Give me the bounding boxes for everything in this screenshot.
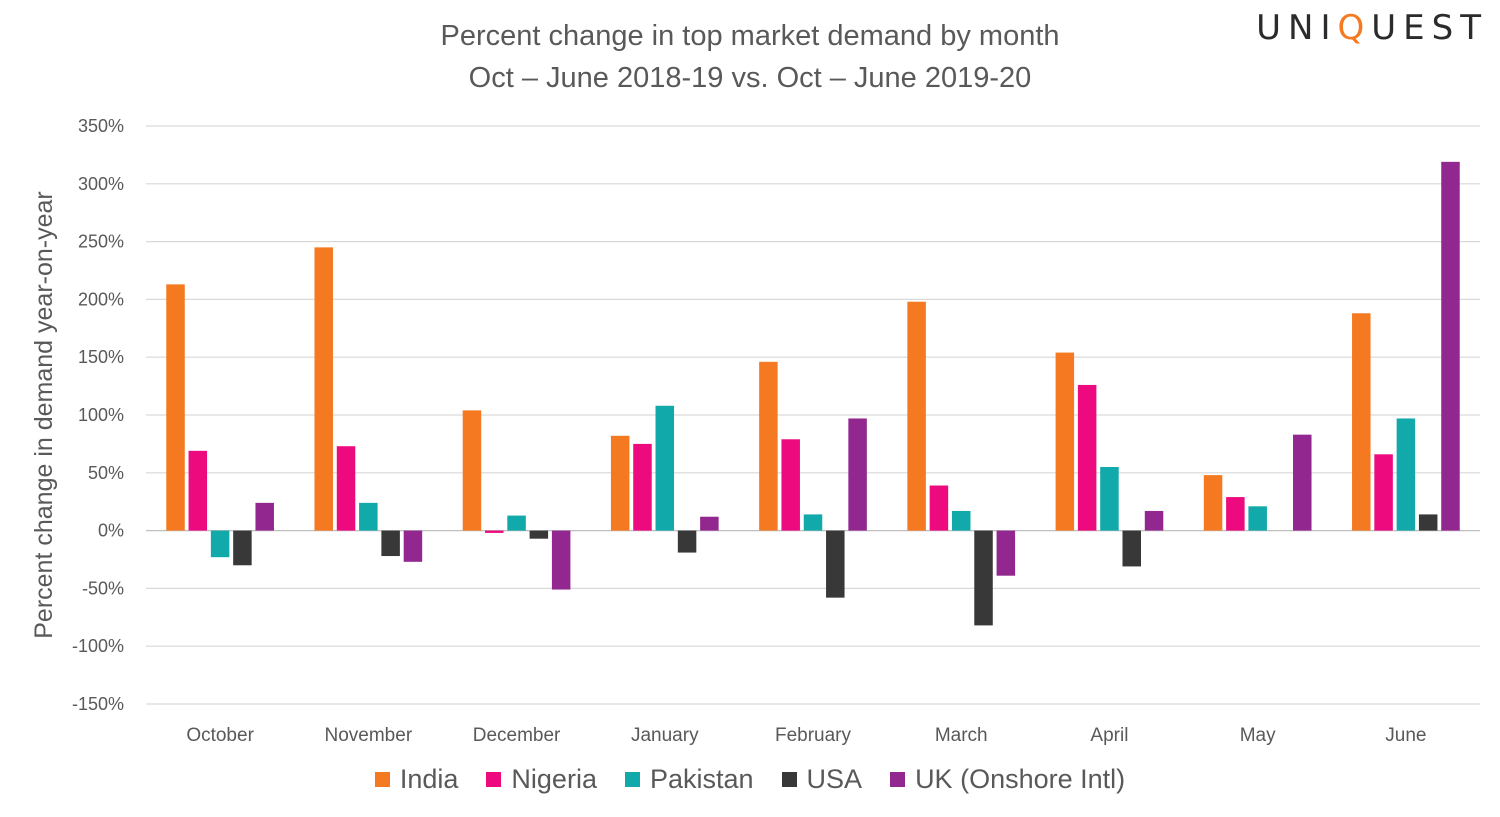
bar-india-march — [907, 301, 926, 531]
x-tick-label: March — [935, 725, 988, 746]
y-tick-label: -100% — [72, 636, 124, 656]
bar-nigeria-december — [485, 530, 504, 533]
bar-india-december — [462, 410, 482, 531]
bar-uk-onshore-intl-november — [403, 530, 423, 562]
bar-usa-december — [529, 530, 549, 539]
x-tick-label: January — [631, 725, 699, 746]
y-tick-label: 200% — [78, 289, 124, 309]
bar-usa-november — [381, 530, 400, 557]
bar-uk-onshore-intl-march — [996, 530, 1016, 576]
x-tick-label: May — [1240, 725, 1276, 746]
y-axis-label: Percent change in demand year-on-year — [30, 191, 58, 639]
logo-q: Q — [1337, 8, 1372, 48]
gridlines — [146, 125, 1480, 705]
bar-usa-january — [677, 530, 697, 553]
bar-pakistan-april — [1100, 467, 1119, 531]
y-tick-label: 150% — [78, 347, 124, 367]
bar-pakistan-february — [803, 514, 823, 531]
chart-subtitle: Oct – June 2018-19 vs. Oct – June 2019-2… — [468, 62, 1032, 94]
bar-uk-onshore-intl-april — [1144, 510, 1164, 531]
bar-nigeria-march — [929, 485, 949, 531]
bar-pakistan-may — [1248, 506, 1267, 531]
bar-nigeria-january — [633, 443, 652, 531]
x-tick-label: December — [473, 725, 561, 746]
uniquest-logo: UNIQUEST — [1256, 8, 1488, 48]
bar-uk-onshore-intl-may — [1293, 434, 1312, 531]
legend-item: Pakistan — [624, 764, 754, 795]
y-tick-label: 300% — [78, 174, 124, 194]
legend-label: USA — [806, 764, 863, 794]
y-axis-ticks: 350% 300% 250% 200% 150% 100% 50% 0% -50% -100% -1… — [72, 116, 124, 714]
bar-india-october — [166, 284, 185, 531]
bar-pakistan-november — [359, 502, 378, 531]
bar-pakistan-october — [210, 530, 230, 558]
legend-item: USA — [781, 764, 863, 795]
y-tick-label: -50% — [82, 578, 124, 598]
legend-swatch — [781, 772, 797, 787]
bar-usa-april — [1122, 530, 1141, 567]
x-tick-label: February — [775, 725, 852, 746]
y-tick-label: 250% — [78, 232, 124, 252]
bar-nigeria-june — [1374, 454, 1393, 531]
chart-legend: India Nigeria Pakistan USA UK (Onshore Intl) — [0, 764, 1500, 795]
bar-india-may — [1203, 475, 1223, 531]
y-tick-label: 50% — [88, 463, 124, 483]
x-tick-label: April — [1090, 725, 1128, 746]
bars — [166, 161, 1460, 626]
bar-uk-onshore-intl-october — [255, 502, 274, 531]
bar-india-january — [610, 435, 630, 531]
legend-label: UK (Onshore Intl) — [915, 764, 1126, 794]
bar-nigeria-may — [1226, 497, 1245, 531]
y-tick-label: 100% — [78, 405, 124, 425]
bar-usa-october — [233, 530, 252, 566]
bar-usa-march — [974, 530, 993, 626]
bar-india-june — [1352, 313, 1371, 531]
bar-uk-onshore-intl-february — [848, 418, 867, 531]
legend-label: Nigeria — [511, 764, 597, 794]
bar-usa-february — [826, 530, 845, 598]
bar-uk-onshore-intl-june — [1441, 161, 1460, 531]
bar-nigeria-november — [336, 446, 356, 531]
x-axis-ticks: October November December January February Ma… — [186, 725, 1426, 746]
bar-uk-onshore-intl-december — [551, 530, 571, 590]
legend-swatch — [374, 772, 390, 787]
bar-uk-onshore-intl-january — [700, 516, 719, 531]
logo-text-end: UEST — [1371, 8, 1488, 48]
legend-item: Nigeria — [486, 764, 597, 795]
y-tick-label: 0% — [98, 521, 124, 541]
legend-swatch — [486, 772, 502, 787]
y-tick-label: 350% — [78, 116, 124, 136]
bar-pakistan-december — [507, 515, 526, 531]
bar-nigeria-october — [188, 450, 208, 531]
bar-india-november — [314, 247, 333, 531]
bar-usa-june — [1418, 514, 1438, 531]
legend-label: Pakistan — [649, 764, 754, 794]
bar-pakistan-march — [951, 510, 971, 531]
bar-india-february — [759, 361, 778, 531]
legend-swatch — [624, 772, 640, 787]
legend-item: UK (Onshore Intl) — [890, 764, 1125, 795]
bar-india-april — [1055, 352, 1075, 531]
legend-item: India — [374, 764, 459, 795]
bar-pakistan-june — [1396, 418, 1416, 531]
legend-label: India — [399, 764, 459, 794]
x-tick-label: June — [1385, 725, 1426, 746]
bar-nigeria-february — [781, 439, 800, 531]
y-tick-label: -150% — [72, 694, 124, 714]
chart-title: Percent change in top market demand by m… — [440, 20, 1060, 52]
x-tick-label: October — [186, 725, 254, 746]
bar-nigeria-april — [1077, 384, 1097, 531]
logo-text-start: UNI — [1256, 8, 1338, 48]
x-tick-label: November — [325, 725, 413, 746]
legend-swatch — [890, 772, 906, 787]
bar-pakistan-january — [655, 405, 675, 531]
